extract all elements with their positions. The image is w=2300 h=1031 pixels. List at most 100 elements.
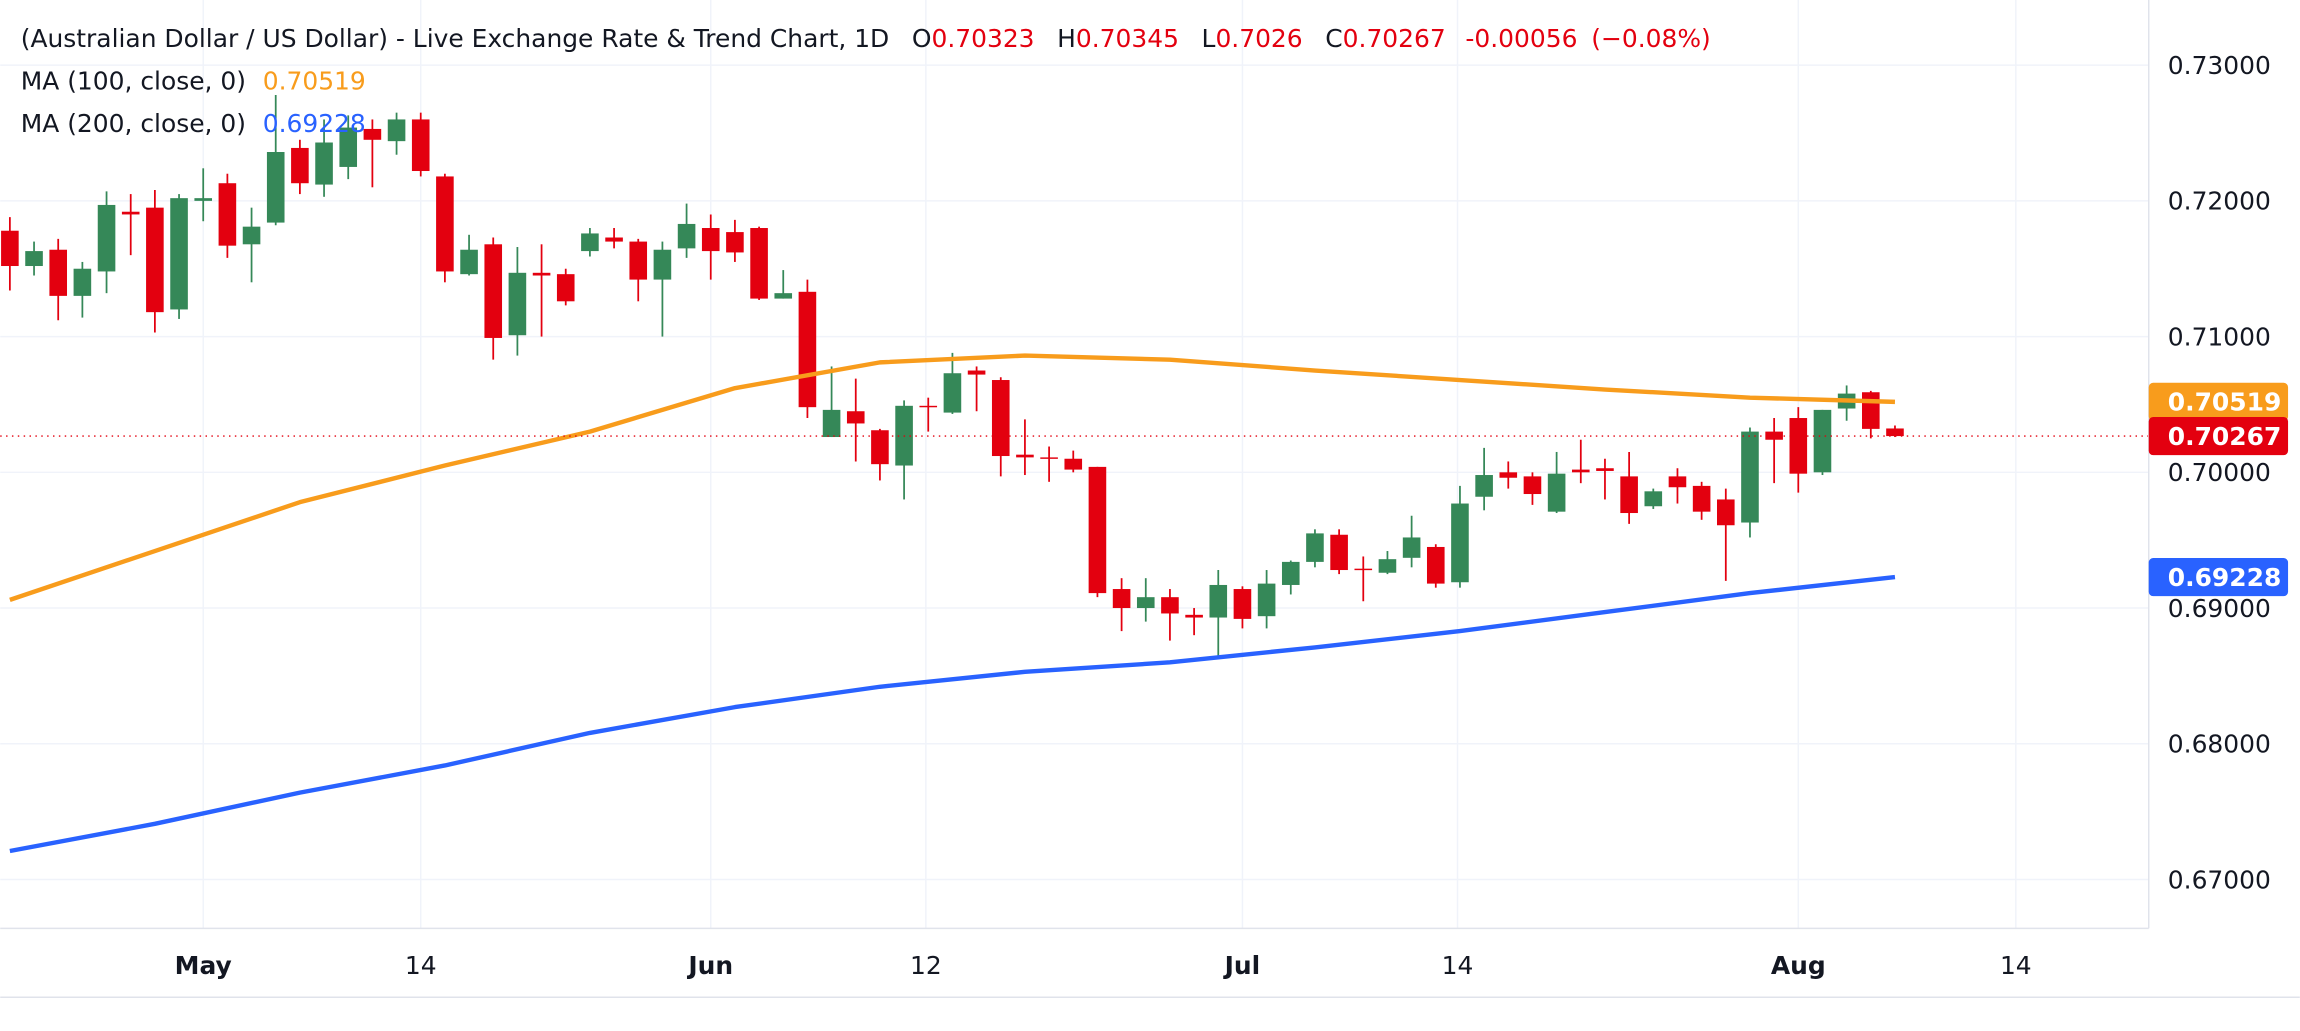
candle-body — [1426, 546, 1445, 584]
candle-body — [1475, 475, 1493, 497]
price-badge — [2148, 417, 2289, 456]
candle-body — [1161, 597, 1179, 614]
candle-body — [1, 230, 19, 267]
candle-body — [121, 211, 140, 215]
candle-body — [436, 176, 454, 272]
candle-body — [1136, 597, 1155, 609]
candle-body — [1668, 476, 1687, 488]
candle-body — [1257, 583, 1276, 617]
axes: 0.67000 0.68000 0.69000 0.70000 0.71000 0.720… — [175, 51, 2289, 980]
y-tick-label: 0.68000 — [2168, 730, 2271, 759]
legend-value: 0.69228 — [263, 109, 366, 138]
candle-body — [605, 237, 623, 242]
candle-body — [629, 241, 648, 280]
candle-body — [701, 228, 720, 252]
candle-body — [991, 380, 1010, 457]
change-percent: (−0.08%) — [1591, 24, 1711, 53]
header: (Australian Dollar / US Dollar) - Live E… — [21, 24, 1711, 53]
candle-body — [170, 198, 188, 310]
candle-body — [1354, 568, 1373, 571]
price-badge — [2148, 558, 2289, 597]
x-tick-label: Jun — [686, 951, 733, 980]
candle-body — [1596, 468, 1614, 471]
candle-body — [677, 223, 696, 249]
price-badge-label: 0.69228 — [2168, 563, 2282, 592]
x-tick-label: Aug — [1771, 951, 1826, 980]
candle-body — [73, 268, 92, 296]
candle-body — [1281, 561, 1300, 585]
candle-body — [363, 128, 382, 140]
candle-body — [1016, 454, 1034, 458]
candle-body — [1451, 503, 1469, 583]
candle-body — [484, 244, 503, 338]
candle-body — [1716, 499, 1735, 526]
candle-body — [943, 373, 962, 413]
candle-body — [532, 272, 551, 276]
open-value: 0.70323 — [931, 24, 1034, 53]
candle-body — [1499, 472, 1518, 478]
y-tick-label: 0.73000 — [2168, 51, 2271, 80]
candle-body — [1547, 473, 1566, 512]
price-badge — [2148, 382, 2289, 421]
candle-body — [49, 249, 68, 296]
y-tick-label: 0.69000 — [2168, 594, 2271, 623]
legend-value: 0.70519 — [263, 66, 366, 95]
x-tick-label: May — [175, 951, 232, 980]
ohlc-label: H — [1057, 24, 1076, 53]
chart-title: (Australian Dollar / US Dollar) - Live E… — [21, 24, 890, 53]
candle-body — [1306, 533, 1324, 562]
candle-body — [146, 207, 164, 313]
candle-body — [1402, 537, 1421, 558]
candle-body — [556, 274, 575, 302]
candle-body — [919, 405, 938, 408]
candle-body — [750, 228, 768, 299]
candle-body — [1765, 431, 1783, 440]
x-tick-label: 14 — [1442, 951, 1474, 980]
candle-body — [1330, 534, 1348, 571]
legend-label: MA (100, close, 0) — [21, 66, 246, 95]
x-tick-label: Jul — [1223, 951, 1261, 980]
candle-body — [726, 232, 744, 253]
candle-body — [774, 293, 793, 299]
y-tick-label: 0.71000 — [2168, 322, 2271, 351]
candle-body — [1886, 428, 1904, 437]
candle-body — [411, 119, 430, 172]
x-tick-label: 12 — [910, 951, 942, 980]
candle-body — [1040, 457, 1058, 459]
candle-body — [1378, 559, 1397, 573]
candle-body — [266, 152, 285, 223]
candle-body — [846, 411, 865, 424]
candle-body — [508, 272, 527, 336]
ma-line — [9, 353, 1896, 602]
y-tick-label: 0.72000 — [2168, 187, 2271, 216]
candle-body — [194, 198, 213, 201]
ohlc-label: L — [1202, 24, 1216, 53]
candle-body — [339, 127, 358, 167]
y-tick-label: 0.67000 — [2168, 865, 2271, 894]
candle-body — [291, 147, 309, 184]
candle-body — [460, 249, 478, 275]
candle-body — [1088, 466, 1107, 594]
candle-body — [1813, 409, 1832, 473]
candle-body — [315, 142, 333, 185]
high-value: 0.70345 — [1076, 24, 1179, 53]
candle-body — [218, 183, 237, 246]
ohlc-label: C — [1325, 24, 1342, 53]
candle-body — [1209, 584, 1228, 618]
ma-line — [9, 574, 1896, 854]
candle-body — [1185, 614, 1203, 618]
candle-body — [25, 251, 43, 267]
y-tick-label: 0.70000 — [2168, 458, 2271, 487]
candle-body — [242, 226, 261, 245]
x-tick-label: 14 — [2000, 951, 2032, 980]
price-badge-label: 0.70519 — [2168, 388, 2282, 417]
candle-body — [1112, 589, 1131, 609]
candle-body — [1620, 476, 1638, 514]
candle-body — [1789, 418, 1808, 474]
candle-body — [387, 119, 406, 142]
candle-body — [581, 233, 599, 252]
candle-body — [1523, 476, 1542, 495]
candle-body — [1692, 485, 1711, 512]
